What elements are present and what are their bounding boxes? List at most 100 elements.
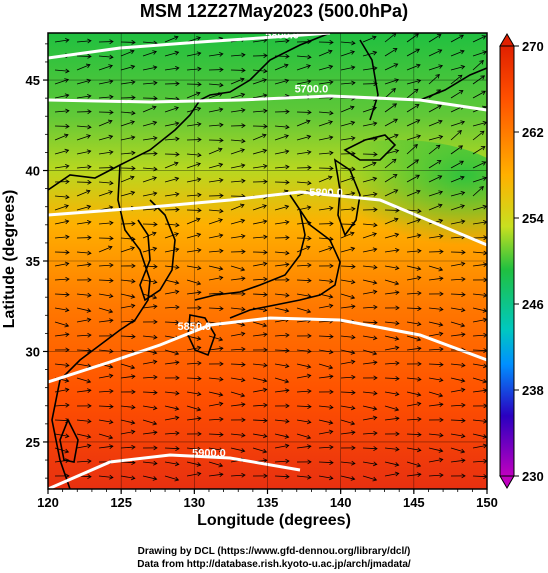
- cold-region: [270, 140, 487, 280]
- streamline: [186, 461, 201, 466]
- streamline: [120, 475, 135, 479]
- streamline-arrowhead: [285, 109, 290, 115]
- streamline: [164, 248, 179, 253]
- streamline: [230, 403, 245, 407]
- streamline: [318, 152, 333, 155]
- streamline: [472, 318, 487, 323]
- streamline-arrowhead: [152, 65, 158, 71]
- streamline: [252, 205, 267, 211]
- streamline-arrowhead: [417, 306, 422, 311]
- streamline: [186, 153, 201, 156]
- streamline: [252, 321, 267, 327]
- streamline-arrowhead: [413, 88, 419, 94]
- streamline: [340, 121, 355, 127]
- streamline-arrowhead: [306, 205, 312, 211]
- colorbar-ticks: 270 262 254 246 238 230: [514, 39, 544, 484]
- x-tick-label: 150: [476, 495, 498, 510]
- streamline-arrowhead: [416, 447, 422, 453]
- streamline: [164, 461, 179, 465]
- streamline-arrowhead: [108, 190, 113, 195]
- streamline: [208, 473, 223, 477]
- streamline: [384, 461, 399, 466]
- streamline-arrowhead: [109, 388, 114, 394]
- streamline-arrowhead: [394, 78, 400, 83]
- streamline-arrowhead: [219, 193, 224, 199]
- streamline-arrowhead: [241, 346, 246, 352]
- streamline-arrowhead: [109, 262, 114, 268]
- streamline: [274, 251, 289, 254]
- streamline: [274, 307, 289, 312]
- streamline-arrowhead: [438, 234, 444, 239]
- streamline: [318, 363, 333, 369]
- streamline-arrowhead: [196, 471, 202, 477]
- streamline-arrowhead: [373, 264, 378, 270]
- streamline-arrowhead: [109, 180, 114, 186]
- streamline-arrowhead: [284, 434, 290, 439]
- streamline: [450, 278, 465, 281]
- streamline: [450, 333, 465, 337]
- streamline: [428, 377, 443, 381]
- streamline-arrowhead: [417, 472, 422, 477]
- streamline-arrowhead: [438, 448, 444, 453]
- streamline-arrowhead: [175, 151, 180, 157]
- streamline-arrowhead: [87, 109, 92, 115]
- streamline: [252, 363, 267, 366]
- streamline: [428, 49, 442, 57]
- streamline-arrowhead: [438, 331, 444, 337]
- streamline-arrowhead: [218, 52, 224, 57]
- streamline-arrowhead: [350, 359, 356, 365]
- streamline-arrowhead: [461, 418, 466, 423]
- streamline-arrowhead: [307, 109, 312, 115]
- streamline-arrowhead: [87, 277, 92, 283]
- streamline-arrowhead: [328, 349, 334, 355]
- streamline: [186, 472, 201, 477]
- streamline: [274, 363, 289, 367]
- streamline-arrowhead: [86, 378, 92, 384]
- streamline-arrowhead: [307, 262, 312, 268]
- streamline: [54, 321, 69, 327]
- streamline-arrowhead: [373, 207, 378, 213]
- streamline: [208, 377, 223, 380]
- streamline: [120, 65, 135, 71]
- streamline: [450, 377, 465, 382]
- streamline: [54, 220, 69, 225]
- streamline: [428, 204, 443, 211]
- streamline: [186, 265, 201, 269]
- streamline-arrowhead: [437, 175, 443, 180]
- streamline-arrowhead: [240, 163, 246, 169]
- colorbar-tick-label: 238: [522, 383, 544, 398]
- streamline-arrowhead: [131, 444, 136, 450]
- contour-label: 5900.0: [192, 447, 226, 459]
- streamline: [76, 125, 91, 128]
- streamline: [274, 125, 289, 128]
- streamline: [164, 67, 179, 71]
- streamline: [318, 111, 333, 114]
- streamline-arrowhead: [306, 150, 312, 155]
- streamline-arrowhead: [306, 373, 312, 379]
- streamline: [120, 461, 136, 464]
- streamline: [98, 120, 113, 127]
- streamline: [164, 321, 180, 324]
- streamline: [230, 164, 245, 169]
- streamline-arrowhead: [283, 63, 289, 69]
- streamline-arrowhead: [393, 118, 398, 123]
- streamline: [120, 363, 135, 369]
- streamline-arrowhead: [241, 123, 246, 129]
- streamline-arrowhead: [109, 94, 114, 100]
- streamline: [120, 293, 135, 298]
- streamline: [318, 304, 333, 309]
- streamline: [76, 363, 91, 367]
- streamline: [98, 55, 113, 58]
- streamline: [384, 291, 399, 295]
- streamline: [384, 158, 397, 169]
- streamline-arrowhead: [439, 402, 444, 407]
- streamline: [428, 136, 443, 141]
- streamline-arrowhead: [395, 416, 400, 421]
- streamline-arrowhead: [459, 49, 465, 55]
- streamline: [274, 334, 289, 337]
- streamline-arrowhead: [87, 458, 92, 464]
- streamline-arrowhead: [241, 402, 246, 407]
- streamline-arrowhead: [371, 161, 377, 167]
- streamline-arrowhead: [86, 443, 92, 449]
- streamline-arrowhead: [284, 134, 289, 139]
